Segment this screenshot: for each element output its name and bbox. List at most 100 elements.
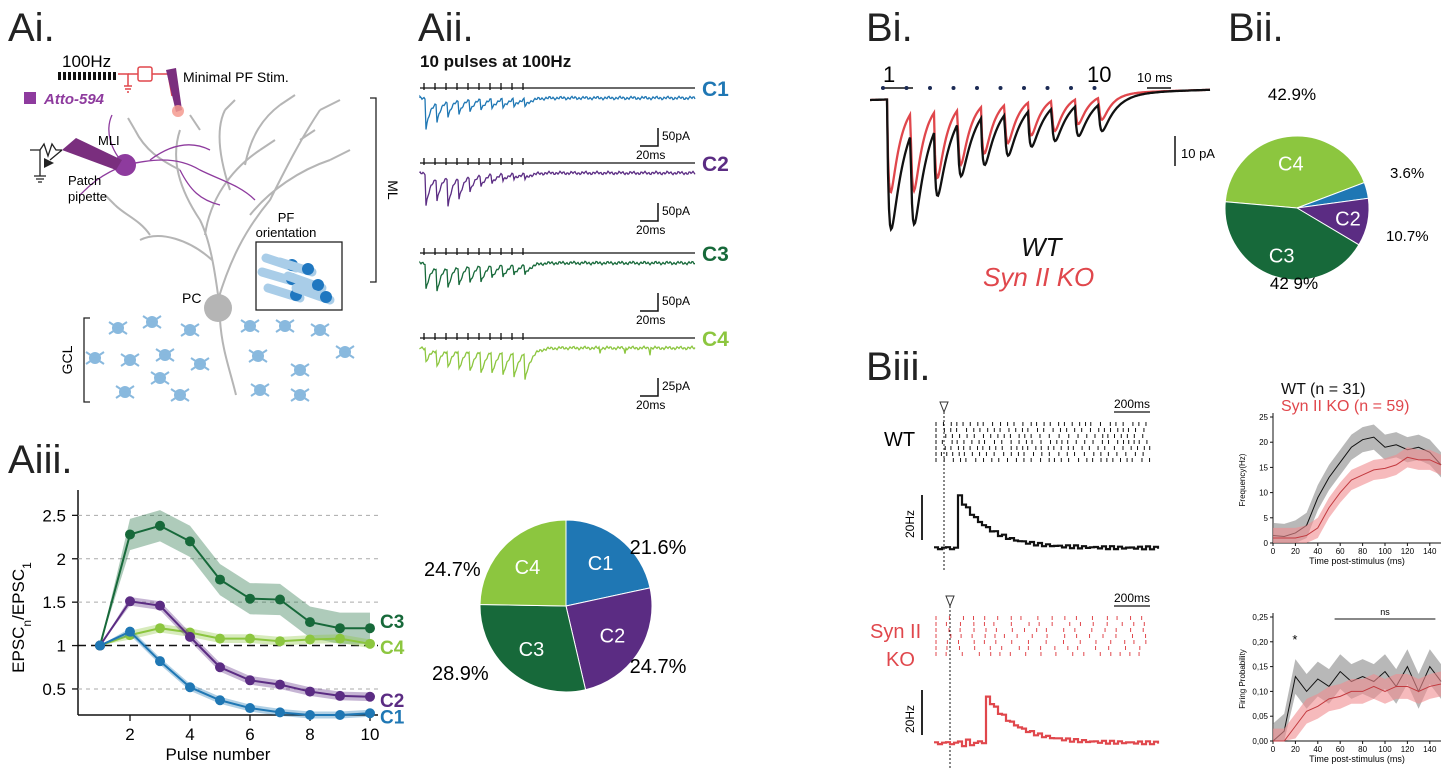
pf-orientation-label: orientation: [256, 225, 317, 240]
granule-dendrite: [151, 315, 162, 323]
pie-slice-label: C3: [519, 639, 545, 661]
pipette-label: pipette: [68, 189, 107, 204]
series-label: C1: [380, 707, 405, 728]
x-tick-label: 60: [1336, 547, 1345, 556]
bii-pie-chart: C4 42.9% 3.6% C2 10.7% C3 42 9%: [1224, 85, 1429, 293]
aii-trace-c1: C1 50pA 20ms: [419, 78, 729, 162]
error-band: [1273, 671, 1441, 741]
y-tick-label: 10: [1259, 489, 1268, 498]
granule-dendrite: [299, 369, 310, 377]
granule-dendrite: [164, 354, 175, 362]
granule-dendrite: [290, 388, 301, 396]
aii-trace-c3: C3 50pA 20ms: [419, 243, 729, 327]
granule-dendrite: [189, 329, 200, 337]
scale-bar: [640, 378, 659, 397]
pie-percent-label: 10.7%: [1386, 228, 1429, 245]
granule-dendrite: [155, 354, 166, 362]
granule-dendrite: [240, 319, 251, 327]
x-tick-label: 20: [1291, 745, 1300, 754]
stim-label: Minimal PF Stim.: [183, 69, 289, 85]
granule-dendrite: [142, 321, 153, 329]
y-tick-label: 2: [57, 550, 66, 569]
series-ko: [1273, 447, 1442, 543]
granule-dendrite: [257, 355, 268, 363]
granule-dendrite: [115, 385, 126, 393]
granule-dendrite: [299, 394, 310, 402]
granule-dendrite: [159, 377, 170, 385]
granule-dendrite: [150, 371, 161, 379]
stim-pulse: [63, 72, 66, 80]
y-tick-label: 5: [1264, 514, 1269, 523]
raster-wt: [935, 422, 1151, 462]
data-point: [245, 675, 255, 686]
series-line: [1273, 456, 1442, 539]
bi-wt-label: WT: [1021, 232, 1064, 262]
bi-stim-dot: [1045, 86, 1050, 90]
significance-star: *: [1292, 632, 1297, 647]
bi-stim-dot: [1069, 86, 1073, 90]
granule-dendrite: [189, 323, 200, 331]
pc-label: PC: [182, 290, 201, 306]
data-point: [245, 593, 255, 604]
series-label: C3: [380, 612, 404, 633]
granule-dendrite: [170, 394, 181, 402]
pie-slice: [565, 520, 651, 607]
panel-label-biii: Biii.: [866, 345, 931, 389]
firing-probability-chart: 0,00 0,05 0,10 0,15 0,20 0,25 0 20 40 60 80 100 120 1…: [1238, 607, 1442, 764]
granule-dendrite: [85, 351, 96, 359]
data-point: [95, 640, 105, 651]
panel-label-bii: Bii.: [1228, 6, 1284, 50]
data-point: [365, 691, 375, 702]
granule-dendrite: [249, 319, 260, 327]
pc-soma: [204, 294, 232, 322]
psth-rate-scale-label-ko: 20Hz: [903, 705, 917, 733]
y-tick-label: 0.5: [42, 680, 66, 699]
pie-slice: [565, 587, 653, 691]
data-point: [305, 634, 315, 645]
granule-dendrite: [108, 321, 119, 329]
granule-dendrite: [299, 363, 310, 371]
bi-stim-dot: [1022, 86, 1026, 90]
data-point: [125, 596, 135, 607]
stim-marker-icon: [945, 595, 955, 608]
granule-dendrite: [335, 351, 346, 359]
x-tick-label: 120: [1401, 745, 1415, 754]
x-tick-label: 0: [1271, 745, 1276, 754]
purkinje-cell: [104, 94, 351, 311]
trace-class-label: C2: [702, 153, 729, 176]
pie-slice-label: C2: [1335, 208, 1361, 230]
frequency-chart: 0 5 10 15 20 25 0 20 40 60 80 100 120 140 Time post-st…: [1238, 413, 1442, 566]
granule-dendrite: [120, 353, 131, 361]
granule-dendrite: [142, 315, 153, 323]
granule-dendrite: [284, 325, 295, 333]
panel-label-bi: Bi.: [866, 6, 913, 50]
bi-stim-dot: [1092, 86, 1097, 90]
pie-slice-label: C4: [515, 557, 541, 579]
epsc-trace: [419, 94, 696, 130]
data-point: [365, 623, 375, 634]
bi-ko-label: Syn II KO: [983, 262, 1094, 292]
stim-pulse: [93, 72, 96, 80]
granule-dendrite: [250, 389, 261, 397]
granule-dendrite: [85, 357, 96, 365]
y-tick-label: 0,20: [1252, 638, 1268, 647]
stim-pulse: [113, 72, 116, 80]
data-point: [335, 710, 345, 720]
granule-dendrite: [179, 388, 190, 396]
granule-cell: [290, 363, 310, 377]
granule-cell: [155, 348, 175, 362]
y-tick-label: 2.5: [42, 506, 66, 525]
pie-percent-label: 28.9%: [432, 663, 489, 685]
aii-trace-c2: C2 50pA 20ms: [419, 153, 729, 237]
bi-stim-dot: [998, 86, 1003, 90]
x-tick-label: 20: [1291, 547, 1300, 556]
data-point: [185, 536, 195, 547]
stim-pipette-icon: [166, 68, 184, 117]
pie-slice: [479, 604, 587, 693]
data-point: [275, 679, 285, 690]
panel-label-ai: Ai.: [8, 6, 55, 50]
stimulator-icon: [118, 66, 173, 97]
data-point: [365, 708, 375, 719]
data-point: [275, 707, 285, 718]
x-axis-label: Pulse number: [166, 745, 271, 764]
